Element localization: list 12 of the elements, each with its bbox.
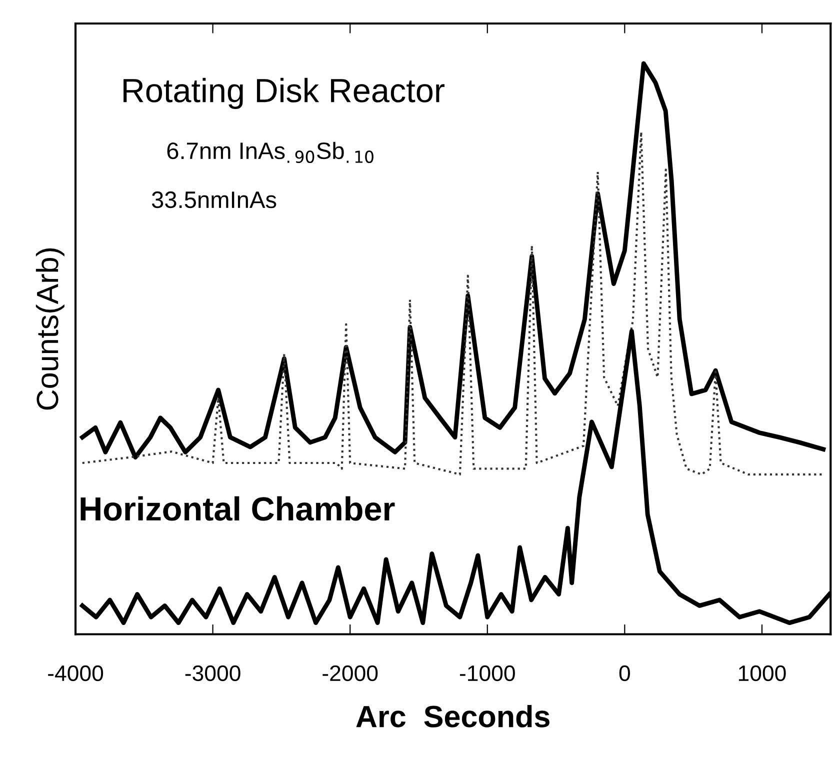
annotation: 33.5nmInAs bbox=[152, 191, 276, 208]
x-tick-label: 1000 bbox=[738, 665, 786, 682]
x-axis-title: Arc Seconds bbox=[356, 704, 550, 728]
y-axis-title: Counts(Arb) bbox=[36, 248, 64, 410]
x-tick-label: -3000 bbox=[185, 665, 240, 682]
annotation: 6.7nm InAs$_{.90}$Sb$_{.10}$ bbox=[167, 142, 374, 164]
x-tick-label: -1000 bbox=[460, 665, 515, 682]
x-tick-label: 0 bbox=[619, 665, 630, 682]
annotation: Rotating Disk Reactor bbox=[124, 78, 444, 109]
x-tick-label: -2000 bbox=[322, 665, 378, 682]
series-label: Horizontal Chamber bbox=[80, 496, 395, 521]
x-tick-label: -4000 bbox=[48, 665, 104, 682]
